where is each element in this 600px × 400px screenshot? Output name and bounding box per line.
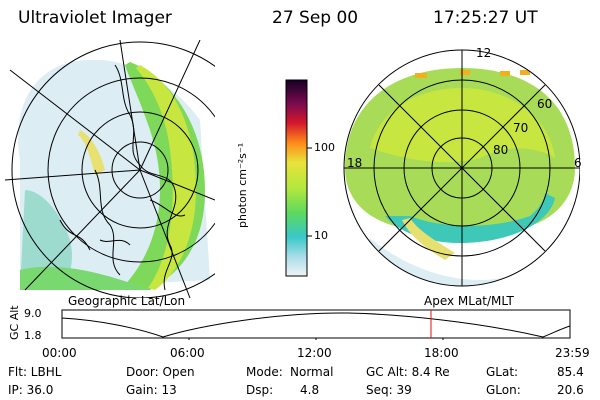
mlat-label-80: 80 [493,143,509,157]
mlt-label-18: 18 [347,156,363,170]
altitude-xtick-1200: 12:00 [297,346,332,360]
status-dsp-label: Dsp: [246,383,274,397]
colorbar-unit-label: photon cm⁻²s⁻¹ [236,142,249,228]
altitude-ytick-low: 1.8 [24,329,42,342]
altitude-xtick-1800: 18:00 [424,346,459,360]
mlt-label-6: 6 [574,156,582,170]
altitude-ytick-high: 9.0 [24,307,42,320]
altitude-xtick-0600: 06:00 [170,346,205,360]
date-label: 27 Sep 00 [272,8,359,28]
status-glon-label: GLon: [486,383,521,397]
time-label: 17:25:27 UT [433,8,538,28]
altitude-plot [61,309,571,340]
status-dsp-value: 4.8 [300,383,320,397]
colorbar [285,79,312,277]
altitude-xtick-0000: 00:00 [42,346,77,360]
status-glon-value: 20.6 [557,383,584,397]
geographic-image [4,40,215,298]
status-filter: Flt: LBHL [8,365,62,379]
status-mode-value: Normal [290,365,334,379]
status-ip: IP: 36.0 [8,383,54,397]
mlt-label-12: 12 [476,46,492,60]
altitude-xtick-2359: 23:59 [555,346,590,360]
status-gain: Gain: 13 [126,383,177,397]
geo-panel-label: Geographic Lat/Lon [68,294,186,308]
status-glat-label: GLat: [486,365,519,379]
status-gc-alt: GC Alt: 8.4 Re [366,365,450,379]
colorbar-tick-10: 10 [314,229,328,242]
status-mode-label: Mode: [246,365,283,379]
status-seq: Seq: 39 [366,383,412,397]
polar-panel-label: Apex MLat/MLT [424,294,514,308]
app-title: Ultraviolet Imager [18,8,172,28]
mlat-label-70: 70 [513,121,529,135]
status-door: Door: Open [126,365,195,379]
status-glat-value: 85.4 [557,365,584,379]
polar-image [343,49,580,287]
altitude-ylabel: GC Alt [8,305,21,340]
colorbar-tick-100: 100 [314,141,335,154]
mlat-label-60: 60 [537,97,553,111]
